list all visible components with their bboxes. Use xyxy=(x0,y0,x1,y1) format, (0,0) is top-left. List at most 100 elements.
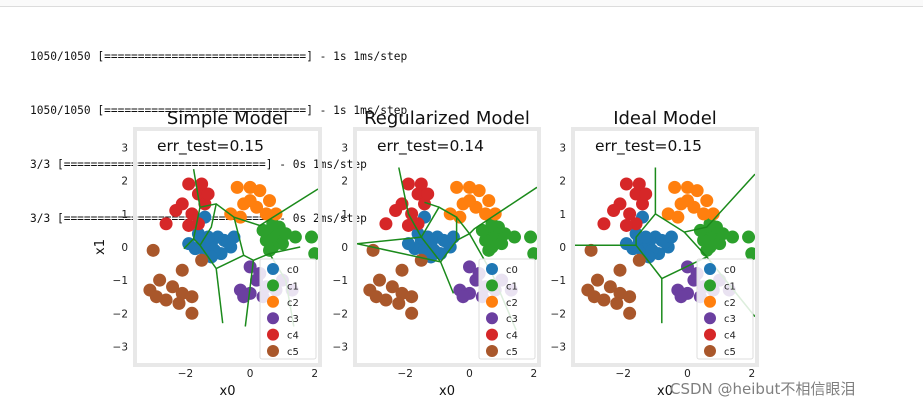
point-c1 xyxy=(266,217,280,231)
decision-boundary xyxy=(424,201,440,208)
y-tick-label: −1 xyxy=(333,275,348,287)
legend-marker xyxy=(267,279,279,292)
point-c1 xyxy=(308,247,318,261)
y-tick-label: 2 xyxy=(121,176,128,188)
y-tick-label: 1 xyxy=(559,209,566,221)
point-c2 xyxy=(450,180,464,194)
point-c2 xyxy=(230,180,244,194)
point-c0 xyxy=(401,237,415,251)
legend-marker xyxy=(704,279,716,292)
legend-label: c2 xyxy=(506,298,518,309)
legend-marker xyxy=(704,263,716,275)
watermark: CSDN @heibut不相信眼泪 xyxy=(670,380,856,398)
x-tick-label: −2 xyxy=(178,368,193,380)
point-c5 xyxy=(584,243,598,257)
legend-label: c0 xyxy=(287,265,299,276)
err-annotation: err_test=0.15 xyxy=(157,137,264,156)
point-c4 xyxy=(401,218,415,232)
y-tick-label: 1 xyxy=(341,209,348,221)
point-c5 xyxy=(610,296,624,310)
point-c4 xyxy=(401,177,415,191)
x-tick-label: −2 xyxy=(397,368,412,380)
legend-label: c5 xyxy=(287,347,299,358)
point-c4 xyxy=(185,207,199,221)
point-c2 xyxy=(671,210,685,224)
point-c5 xyxy=(373,273,386,287)
legend-label: c4 xyxy=(724,331,736,342)
x-tick-label: −2 xyxy=(615,368,630,380)
point-c2 xyxy=(263,194,277,208)
point-c3 xyxy=(237,290,251,304)
point-c0 xyxy=(227,230,241,244)
legend-marker xyxy=(267,263,279,275)
legend-label: c2 xyxy=(724,298,736,309)
decision-boundary xyxy=(420,206,458,264)
y-axis-label: x1 xyxy=(93,239,108,255)
point-c4 xyxy=(623,207,637,221)
point-c1 xyxy=(305,230,318,244)
point-c0 xyxy=(446,230,460,244)
legend-label: c0 xyxy=(506,265,518,276)
point-c1 xyxy=(479,233,493,247)
point-c4 xyxy=(597,217,611,231)
decision-boundary xyxy=(244,260,255,327)
chart-title: Ideal Model xyxy=(613,108,717,129)
x-axis-label: x0 xyxy=(657,384,673,399)
decision-boundary xyxy=(183,168,201,250)
legend: c0 c1 c2 c3 c4 c5 xyxy=(478,258,536,360)
point-c4 xyxy=(619,177,633,191)
y-tick-label: −1 xyxy=(551,275,566,287)
legend-label: c5 xyxy=(506,347,518,358)
point-c5 xyxy=(385,280,399,294)
err-annotation: err_test=0.14 xyxy=(377,137,484,156)
point-c5 xyxy=(613,263,627,277)
decision-boundary xyxy=(357,242,441,263)
point-c4 xyxy=(632,177,646,191)
x-tick-label: 0 xyxy=(247,368,254,380)
cell-top-border xyxy=(0,0,923,7)
y-tick-label: 2 xyxy=(559,176,566,188)
legend-label: c1 xyxy=(506,281,518,292)
log-line: 1050/1050 [=============================… xyxy=(30,104,408,117)
x-tick-label: 0 xyxy=(684,368,691,380)
point-c2 xyxy=(681,194,694,208)
point-c2 xyxy=(482,194,496,208)
decision-boundary xyxy=(456,233,470,242)
subplot-1: Simple Model err_test=0.15 3 2 1 0 −1 −2 −3 −2 0 2 x… xyxy=(93,108,322,399)
legend-marker xyxy=(267,345,279,357)
x-axis-label: x0 xyxy=(439,384,455,399)
point-c4 xyxy=(629,187,643,201)
legend-label: c1 xyxy=(724,281,736,292)
legend-marker xyxy=(704,345,716,357)
x-tick-label: 0 xyxy=(466,368,473,380)
decision-boundary xyxy=(575,167,657,247)
legend-label: c5 xyxy=(724,347,736,358)
point-c1 xyxy=(697,233,711,247)
log-line: 1050/1050 [=============================… xyxy=(30,50,408,63)
point-c5 xyxy=(603,280,617,294)
point-c4 xyxy=(421,187,435,201)
point-c2 xyxy=(259,207,273,221)
point-c4 xyxy=(159,217,173,231)
point-c4 xyxy=(169,204,183,218)
legend-label: c1 xyxy=(287,281,299,292)
point-c2 xyxy=(690,184,704,198)
legend-marker xyxy=(704,295,716,308)
legend: c0 c1 c2 c3 c4 c5 xyxy=(696,258,754,360)
point-c4 xyxy=(411,187,425,201)
point-c3 xyxy=(463,260,476,274)
subplot-3: Ideal Model err_test=0.15 3 2 1 0 −1 −2 −3 −2 0 2 x0… xyxy=(551,108,759,399)
point-c1 xyxy=(700,243,714,257)
point-c4 xyxy=(636,197,649,211)
legend-marker xyxy=(486,328,498,341)
point-c2 xyxy=(700,194,714,208)
legend-label: c3 xyxy=(506,314,518,325)
decision-boundary xyxy=(357,167,423,245)
y-tick-label: −2 xyxy=(551,308,566,320)
y-tick-label: 3 xyxy=(121,143,128,155)
point-c1 xyxy=(485,217,499,231)
point-c5 xyxy=(414,253,428,267)
point-c0 xyxy=(629,227,643,241)
point-c3 xyxy=(674,290,688,304)
decision-boundary xyxy=(215,268,224,324)
